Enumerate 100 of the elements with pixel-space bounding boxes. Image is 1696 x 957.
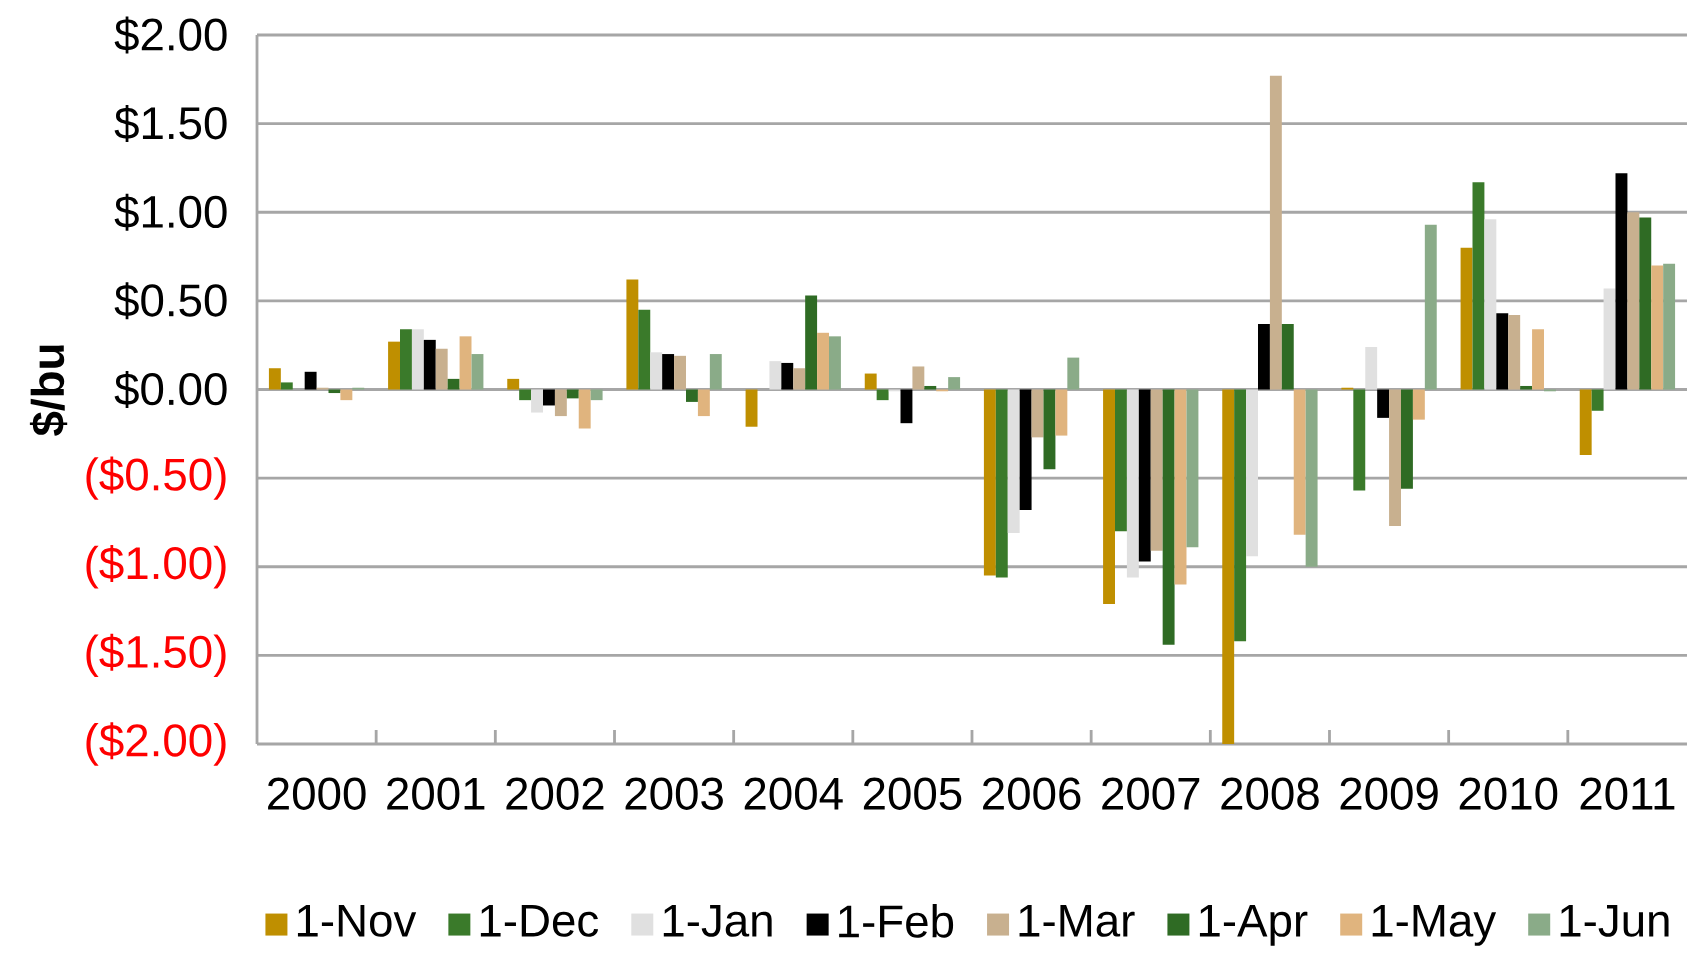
y-tick-label: $0.00 xyxy=(114,370,227,408)
bar xyxy=(1234,389,1247,642)
x-tick-label: 2007 xyxy=(1102,777,1200,810)
bar xyxy=(411,329,424,390)
bar xyxy=(1579,389,1592,456)
y-tick-label: ($1.50) xyxy=(86,633,226,678)
bar xyxy=(781,362,794,390)
bar xyxy=(423,339,436,390)
bar xyxy=(1615,173,1628,390)
bar xyxy=(1460,247,1473,390)
bar xyxy=(1115,389,1127,532)
legend-label: 1-Feb xyxy=(839,904,954,938)
x-tick-label: 2008 xyxy=(1221,777,1319,810)
bar xyxy=(1293,389,1306,535)
bar xyxy=(554,389,567,417)
bar xyxy=(1305,389,1318,567)
bar xyxy=(805,295,818,390)
bar xyxy=(674,355,686,390)
bar xyxy=(1508,315,1521,390)
bar xyxy=(1007,389,1020,534)
bar xyxy=(1412,389,1425,420)
y-tick-label: $0.50 xyxy=(114,282,227,320)
bar xyxy=(995,389,1008,578)
y-tick-label: ($0.50) xyxy=(86,456,226,500)
bar xyxy=(638,309,651,390)
bar xyxy=(1591,389,1604,411)
bar xyxy=(697,389,710,417)
y-tick-label: $1.00 xyxy=(114,193,227,231)
x-tick-label: 2006 xyxy=(983,777,1081,810)
legend-label: 1-May xyxy=(1372,904,1497,946)
bar xyxy=(924,385,937,390)
bar xyxy=(662,354,675,390)
bar xyxy=(1663,263,1676,390)
bar xyxy=(709,354,722,390)
bar xyxy=(983,389,996,576)
legend-label: 1-Nov xyxy=(297,904,417,937)
bar xyxy=(1651,265,1664,390)
x-tick-label: 2010 xyxy=(1459,777,1558,810)
bar xyxy=(900,389,913,424)
bar xyxy=(1162,389,1175,645)
bar xyxy=(1520,385,1533,390)
bar xyxy=(876,389,889,401)
bar xyxy=(447,378,460,390)
bar xyxy=(912,366,925,390)
x-tick-label: 2002 xyxy=(506,777,604,810)
bar xyxy=(1186,389,1199,548)
y-axis-title: $/bu xyxy=(29,345,68,436)
bar xyxy=(1055,389,1068,436)
bar xyxy=(1377,389,1390,418)
bar xyxy=(1603,288,1616,390)
bar xyxy=(793,368,806,390)
bar xyxy=(531,389,543,413)
bar xyxy=(1150,389,1163,551)
bar xyxy=(817,332,829,390)
y-tick-label: $2.00 xyxy=(114,16,227,54)
bar xyxy=(948,377,961,390)
bar xyxy=(1532,329,1544,390)
x-tick-label: 2011 xyxy=(1580,777,1675,810)
bar xyxy=(1353,389,1366,491)
bar xyxy=(626,279,639,390)
x-tick-label: 2005 xyxy=(863,777,962,810)
bar xyxy=(1246,389,1258,557)
bar xyxy=(828,336,841,390)
bar xyxy=(1400,389,1413,489)
bar xyxy=(1281,323,1294,390)
x-tick-label: 2003 xyxy=(625,777,723,810)
legend-label: 1-Mar xyxy=(1019,904,1135,937)
bar xyxy=(543,389,555,406)
bar xyxy=(304,371,317,390)
bar xyxy=(507,378,520,390)
bar xyxy=(1103,389,1115,604)
bar xyxy=(1484,219,1497,390)
bar xyxy=(1031,389,1044,438)
bar xyxy=(578,389,591,429)
x-tick-label: 2001 xyxy=(387,777,485,810)
bar xyxy=(1496,313,1509,390)
legend-label: 1-Jan xyxy=(663,904,772,937)
bar xyxy=(268,368,281,390)
bar xyxy=(1126,389,1139,578)
bar xyxy=(280,382,293,390)
bar xyxy=(1365,346,1378,390)
bar xyxy=(745,389,758,427)
bar xyxy=(650,352,663,390)
y-tick-label: $1.50 xyxy=(114,105,227,143)
bar xyxy=(769,361,782,390)
bar xyxy=(1067,357,1080,390)
bar xyxy=(1389,389,1401,526)
bar xyxy=(1472,182,1485,390)
bar xyxy=(590,389,603,401)
legend-label: 1-Dec xyxy=(480,904,599,937)
bar xyxy=(519,389,532,401)
x-tick-label: 2004 xyxy=(744,777,843,810)
x-tick-label: 2009 xyxy=(1340,777,1438,810)
bar xyxy=(1627,212,1640,390)
legend-label: 1-Jun xyxy=(1560,904,1669,937)
bar xyxy=(400,329,412,390)
bar xyxy=(1138,389,1151,562)
y-tick-label: ($1.00) xyxy=(86,545,226,589)
bar xyxy=(1174,389,1187,585)
bar xyxy=(1258,323,1270,390)
